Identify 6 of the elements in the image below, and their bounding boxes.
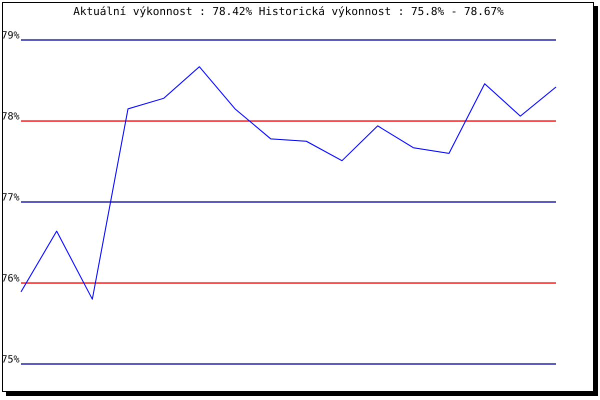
y-tick-label: 79% bbox=[1, 30, 20, 42]
y-tick-label: 75% bbox=[1, 354, 20, 366]
y-tick-label: 77% bbox=[1, 192, 20, 204]
y-tick-label: 78% bbox=[1, 112, 20, 122]
chart-title: Aktuální výkonnost : 78.42% Historická výkonnost : 75.8% - 78.67% bbox=[73, 5, 504, 18]
y-tick-label: 76% bbox=[1, 274, 20, 284]
